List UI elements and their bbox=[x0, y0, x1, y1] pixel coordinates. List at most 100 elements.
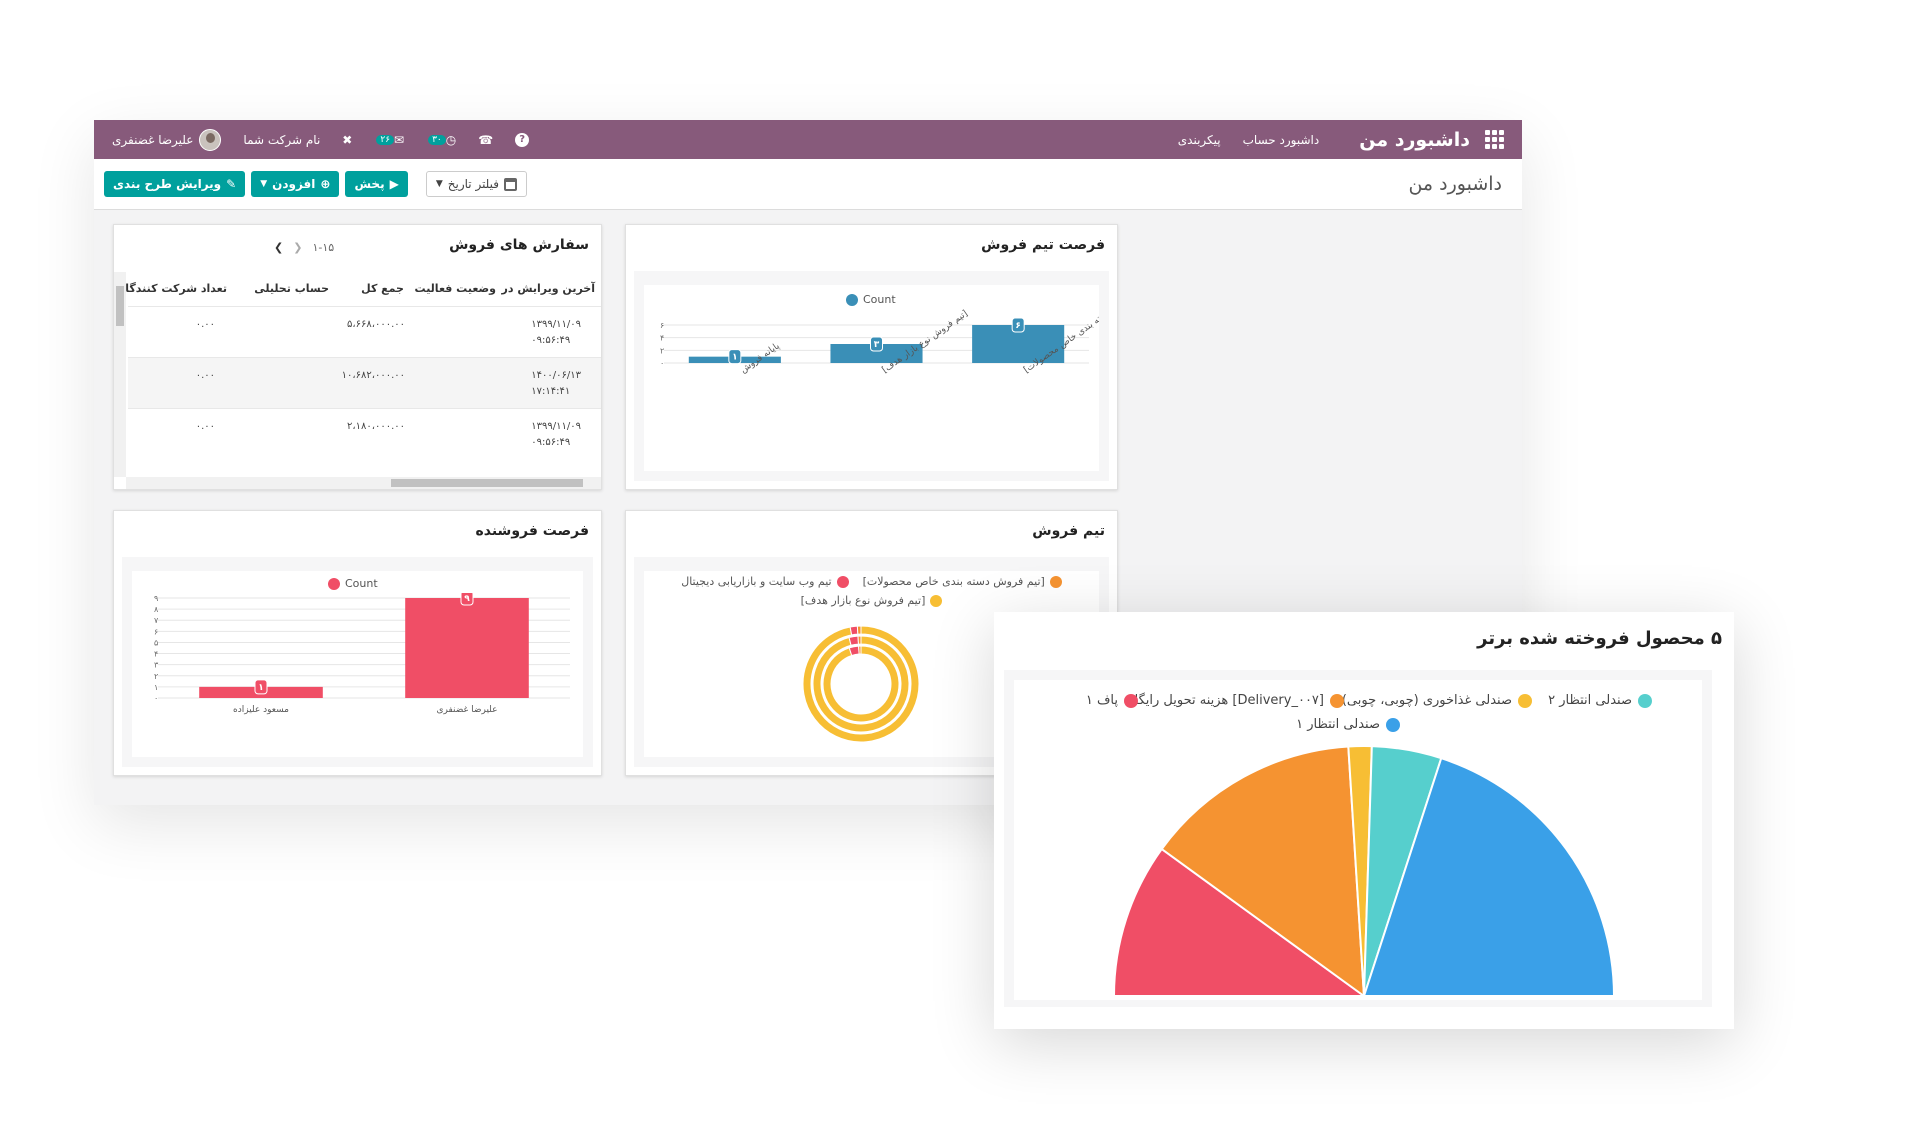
x-tick-label: علیرضا غضنفری bbox=[436, 705, 497, 715]
app-title[interactable]: داشبورد من bbox=[1359, 128, 1470, 151]
legend-item[interactable]: پاف ۱ bbox=[1086, 693, 1138, 708]
apps-menu-icon[interactable] bbox=[1484, 129, 1504, 150]
legend-item[interactable]: تیم وب سایت و بازاریابی دیجیتال bbox=[681, 575, 849, 588]
menu-account-dashboard[interactable]: داشبورد حساب bbox=[1242, 132, 1320, 147]
top-products-card: ۵ محصول فروخته شده برتر صندلی انتظار ۲ ص… bbox=[994, 612, 1734, 1029]
legend-label: تیم وب سایت و بازاریابی دیجیتال bbox=[681, 575, 832, 588]
legend-swatch bbox=[1518, 693, 1532, 708]
chart-legend: [تیم فروش نوع بازار هدف] bbox=[626, 594, 1117, 607]
data-label-box bbox=[254, 679, 268, 695]
breadcrumb: داشبورد من bbox=[1408, 173, 1502, 195]
legend-label: صندلی انتظار ۲ bbox=[1548, 693, 1632, 708]
card-title: فرصت فروشنده bbox=[475, 523, 589, 539]
y-tick-label: ۲ bbox=[660, 346, 664, 355]
legend-item[interactable]: [تیم فروش نوع بازار هدف] bbox=[801, 594, 943, 607]
column-header-last-edit[interactable]: آخرین ویرایش در bbox=[501, 282, 595, 295]
debug-icon[interactable]: ✖ bbox=[342, 132, 353, 147]
legend-swatch bbox=[1049, 575, 1062, 588]
activity-icon[interactable]: ◷ ۳۰ bbox=[426, 133, 456, 147]
y-tick-label: ۹ bbox=[154, 594, 158, 603]
legend-label: [Delivery_۰۰۷] هزینه تحویل رایگان bbox=[1125, 693, 1324, 708]
edit-layout-label: ویرایش طرح بندی bbox=[113, 177, 222, 191]
date-filter-button[interactable]: فیلتر تاریخ ▼ bbox=[425, 171, 528, 197]
add-button[interactable]: ⊕ افزودن ▼ bbox=[251, 171, 340, 197]
data-label-box bbox=[728, 349, 742, 365]
y-tick-label: ۴ bbox=[154, 650, 158, 659]
legend-swatch bbox=[846, 293, 858, 306]
legend-item[interactable]: صندلی انتظار ۲ bbox=[1548, 693, 1652, 708]
card-title: ۵ محصول فروخته شده برتر bbox=[1477, 628, 1722, 649]
sales-team-donut-chart bbox=[802, 625, 920, 743]
dashboard-window: داشبورد من داشبورد حساب پیکربندی ? ☎ ◷ ۳۰… bbox=[94, 120, 1522, 805]
data-label: ۱ bbox=[258, 683, 264, 693]
data-label: ۹ bbox=[464, 594, 470, 604]
caret-down-icon: ▼ bbox=[260, 179, 268, 189]
table-row[interactable]: ۱۳۹۹/۱۱/۰۹ ۰۹:۵۶:۴۹ ۵،۶۶۸،۰۰۰.۰۰ ۰.۰۰ bbox=[128, 306, 601, 357]
salesperson-opportunity-card: فرصت فروشنده Count ۰ ۱ ۲ ۳ ۴ ۵ ۶ ۷ ۸ ۹ ۱ مسعود علیز… bbox=[113, 510, 602, 776]
legend-swatch bbox=[328, 577, 340, 590]
pager: ❮ ❯ ۱-۱۵ bbox=[274, 241, 334, 254]
y-tick-label: ۷ bbox=[154, 616, 159, 625]
bar bbox=[830, 344, 923, 363]
table-row[interactable]: ۱۳۹۹/۱۱/۰۹ ۰۹:۵۶:۴۹ ۲،۱۸۰،۰۰۰.۰۰ ۰.۰۰ bbox=[128, 408, 601, 459]
pencil-icon: ✎ bbox=[226, 177, 237, 191]
data-label-box bbox=[460, 593, 474, 606]
menu-configuration[interactable]: پیکربندی bbox=[1177, 132, 1221, 147]
legend-item[interactable]: صندلی غذاخوری (چوبی، چوبی) bbox=[1342, 693, 1532, 708]
y-tick-label: ۱ bbox=[154, 683, 158, 692]
data-label: ۶ bbox=[1015, 321, 1021, 331]
dashboard-actions: فیلتر تاریخ ▼ ▶ پخش ⊕ افزودن ▼ ✎ ویرایش … bbox=[104, 171, 528, 197]
pager-value: ۱-۱۵ bbox=[312, 241, 335, 254]
pager-prev-icon[interactable]: ❮ bbox=[274, 241, 284, 254]
column-header-participants[interactable]: تعداد شرکت کنندگان bbox=[115, 282, 227, 295]
column-header-activity-state[interactable]: وضعیت فعالیت bbox=[414, 282, 496, 295]
column-header-total[interactable]: جمع کل bbox=[361, 282, 404, 295]
cell-participants: ۰.۰۰ bbox=[195, 370, 215, 381]
table-row[interactable]: ۱۴۰۰/۰۶/۱۳ ۱۷:۱۴:۴۱ ۱۰،۶۸۲،۰۰۰.۰۰ ۰.۰۰ bbox=[128, 357, 601, 408]
y-tick-label: ۵ bbox=[154, 638, 158, 647]
legend-label: Count bbox=[345, 577, 378, 590]
calendar-icon bbox=[504, 177, 518, 191]
pager-next-icon[interactable]: ❯ bbox=[293, 241, 303, 254]
activity-badge: ۳۰ bbox=[428, 134, 446, 145]
sales-team-card: تیم فروش [تیم فروش دسته بندی خاص محصولات… bbox=[625, 510, 1118, 776]
chart-legend[interactable]: Count bbox=[328, 577, 378, 590]
data-label: ۱ bbox=[732, 353, 738, 363]
cell-date: ۱۳۹۹/۱۱/۰۹ ۰۹:۵۶:۴۹ bbox=[531, 319, 581, 346]
legend-label: [تیم فروش نوع بازار هدف] bbox=[800, 594, 926, 607]
help-icon[interactable]: ? bbox=[515, 132, 530, 147]
navbar-systray: ? ☎ ◷ ۳۰ ✉ ۲۶ ✖ نام شرکت شما علیرضا غضنفری bbox=[112, 128, 530, 151]
legend-item[interactable]: [تیم فروش دسته بندی خاص محصولات] bbox=[863, 575, 1062, 588]
salesperson-opportunity-bar-chart: ۰ ۱ ۲ ۳ ۴ ۵ ۶ ۷ ۸ ۹ ۱ مسعود علیزاده ۹ علیرضا غضنفری bbox=[154, 593, 570, 715]
phone-icon[interactable]: ☎ bbox=[478, 132, 494, 147]
company-name[interactable]: نام شرکت شما bbox=[243, 132, 321, 147]
legend-swatch bbox=[1638, 693, 1652, 708]
donut-slice bbox=[849, 625, 859, 636]
messages-icon[interactable]: ✉ ۲۶ bbox=[374, 133, 404, 147]
y-tick-label: ۰ bbox=[154, 694, 158, 703]
chart-legend: [تیم فروش دسته بندی خاص محصولات] تیم وب … bbox=[626, 575, 1117, 588]
donut-slice bbox=[857, 635, 862, 645]
date-filter-label: فیلتر تاریخ bbox=[447, 177, 500, 191]
data-label-box bbox=[1011, 317, 1025, 333]
chart-legend[interactable]: Count bbox=[846, 293, 896, 306]
legend-label: صندلی انتظار ۱ bbox=[1296, 717, 1380, 732]
column-header-analytic-account[interactable]: حساب تحلیلی bbox=[254, 282, 329, 295]
play-label: پخش bbox=[354, 177, 385, 191]
card-title: فرصت تیم فروش bbox=[981, 237, 1105, 253]
edit-layout-button[interactable]: ✎ ویرایش طرح بندی bbox=[104, 171, 246, 197]
donut-slice bbox=[856, 625, 862, 635]
legend-item[interactable]: [Delivery_۰۰۷] هزینه تحویل رایگان bbox=[1125, 693, 1344, 708]
legend-item[interactable]: صندلی انتظار ۱ bbox=[1296, 717, 1400, 732]
bar bbox=[405, 598, 529, 698]
vertical-scrollbar[interactable] bbox=[114, 272, 126, 477]
avatar bbox=[199, 128, 222, 151]
card-title: سفارش های فروش bbox=[449, 237, 589, 253]
y-tick-label: ۶ bbox=[154, 627, 158, 636]
messages-badge: ۲۶ bbox=[376, 134, 395, 145]
horizontal-scrollbar[interactable] bbox=[126, 477, 601, 489]
chart-canvas bbox=[644, 285, 1099, 471]
user-menu[interactable]: علیرضا غضنفری bbox=[112, 128, 222, 151]
play-button[interactable]: ▶ پخش bbox=[345, 171, 408, 197]
